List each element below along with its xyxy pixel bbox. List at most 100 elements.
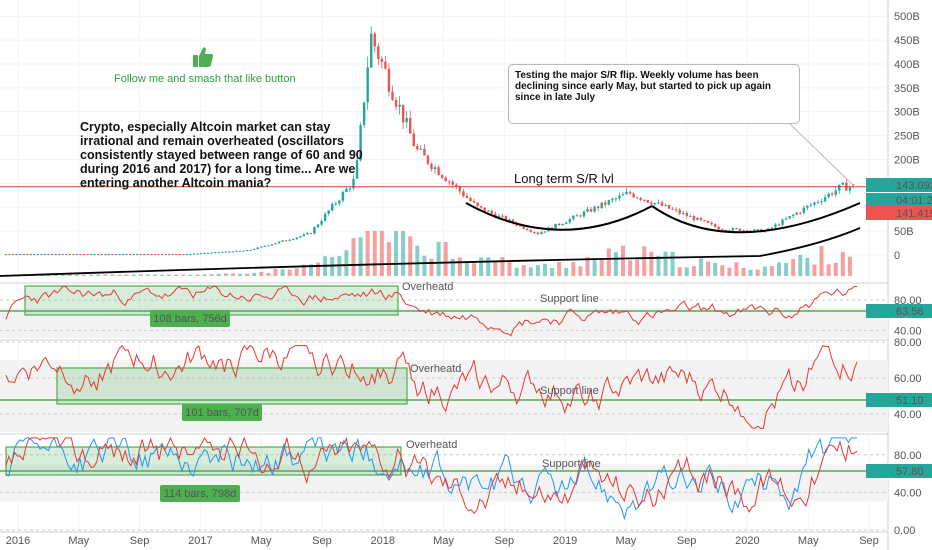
y-tick-label: 400B xyxy=(894,59,920,71)
volume-bar xyxy=(521,265,526,276)
candle-body xyxy=(210,252,213,254)
candle-body xyxy=(394,99,398,107)
candle-body xyxy=(86,254,89,256)
volume-bar xyxy=(408,236,413,276)
candle-body xyxy=(416,146,419,150)
candle-body xyxy=(713,224,717,227)
volume-bar xyxy=(819,246,824,276)
candle-body xyxy=(214,252,217,254)
candle-body xyxy=(575,215,579,217)
candle-body xyxy=(458,186,462,192)
candle-body xyxy=(348,188,352,190)
candle-body xyxy=(472,201,476,203)
candle-body xyxy=(79,253,82,255)
volume-bar xyxy=(89,274,94,276)
volume-bar xyxy=(188,274,193,276)
volume-bar xyxy=(698,258,703,276)
candle-body xyxy=(82,254,86,256)
y-tick-label: 350B xyxy=(894,83,920,95)
candle-body xyxy=(692,216,696,221)
volume-bar xyxy=(479,257,484,276)
volume-bar xyxy=(138,274,143,276)
volume-bar xyxy=(535,265,540,276)
candle-body xyxy=(270,244,274,246)
candle-body xyxy=(362,102,366,126)
osc-value-badge-text: 57.80 xyxy=(896,466,924,478)
volume-bar xyxy=(358,237,363,276)
volume-bar xyxy=(103,274,108,276)
candle-body xyxy=(135,254,139,256)
candle-body xyxy=(823,197,827,202)
left-arc xyxy=(465,202,653,231)
candle-body xyxy=(128,253,132,255)
candle-body xyxy=(618,195,621,199)
candle-body xyxy=(579,215,582,217)
x-tick-label: May xyxy=(251,535,272,547)
volume-bar xyxy=(82,274,87,276)
candle-body xyxy=(731,228,735,231)
volume-bar xyxy=(550,268,555,276)
candle-body xyxy=(479,206,483,208)
y-tick-label: 500B xyxy=(894,11,920,23)
candle-body xyxy=(483,207,486,212)
osc-tick-label: 80.00 xyxy=(894,450,922,462)
volume-bar xyxy=(528,267,533,276)
volume-bar xyxy=(450,258,455,276)
candle-body xyxy=(426,155,430,164)
osc-tick-label: 80.00 xyxy=(894,337,922,349)
candle-body xyxy=(196,253,199,255)
candle-body xyxy=(703,220,706,222)
osc-tick-label: 40.00 xyxy=(894,409,922,421)
candle-body xyxy=(61,254,64,256)
candle-body xyxy=(440,175,444,178)
candle-body xyxy=(497,215,501,218)
candle-body xyxy=(784,218,788,220)
candle-body xyxy=(228,251,231,253)
candle-body xyxy=(302,234,306,237)
candle-body xyxy=(143,254,146,256)
volume-bar xyxy=(620,245,625,276)
candle-body xyxy=(635,197,639,199)
candle-body xyxy=(621,194,625,196)
candle-body xyxy=(235,250,238,252)
candle-body xyxy=(150,254,153,256)
bars-badge-bg xyxy=(160,485,240,502)
volume-bar xyxy=(564,268,569,276)
x-tick-label: May xyxy=(615,535,636,547)
candle-body xyxy=(160,254,164,256)
candle-body xyxy=(671,208,674,210)
price-overlays xyxy=(0,123,888,277)
volume-bar xyxy=(429,258,434,276)
x-tick-label: Sep xyxy=(312,535,332,547)
support-label: Support line xyxy=(540,293,599,305)
candle-body xyxy=(742,230,745,232)
candle-body xyxy=(721,229,724,231)
candle-body xyxy=(107,254,111,256)
candle-body xyxy=(295,237,298,240)
candle-body xyxy=(724,229,728,231)
candle-body xyxy=(526,228,529,231)
bars-badge-bg xyxy=(150,310,230,327)
oscillator-line xyxy=(5,285,857,337)
price-badge-bg xyxy=(866,206,932,220)
candle-body xyxy=(423,148,426,156)
candle-body xyxy=(313,227,316,234)
volume-bar xyxy=(826,264,831,276)
candle-body xyxy=(699,217,703,221)
candle-body xyxy=(674,209,678,211)
candle-body xyxy=(504,216,508,221)
candle-body xyxy=(217,252,220,254)
volume-bar xyxy=(812,264,817,276)
candle-body xyxy=(366,67,369,103)
candle-body xyxy=(827,193,830,198)
volume-bar xyxy=(330,257,335,276)
candle-body xyxy=(774,224,777,228)
volume-bar xyxy=(805,257,810,276)
volume-bar xyxy=(252,272,257,276)
candle-body xyxy=(682,212,685,214)
overheat-label: Overheatd xyxy=(406,439,457,451)
candle-body xyxy=(533,231,536,233)
candle-body xyxy=(249,249,252,251)
